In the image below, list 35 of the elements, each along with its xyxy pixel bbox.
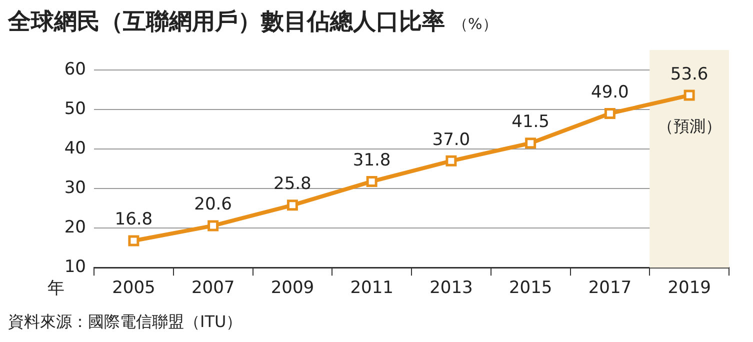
y-tick-label: 20 [64,218,86,238]
x-tick-label: 2005 [112,278,156,298]
point [604,108,616,119]
point [208,220,219,232]
x-tick-label: 2017 [588,278,632,298]
point [684,90,695,101]
point [366,176,378,187]
x-tick-label: 2011 [350,278,394,298]
point [128,235,140,246]
data-label: 25.8 [274,174,312,194]
data-label: 16.8 [114,210,153,230]
x-axis-title: 年 [48,278,64,299]
y-tick-label: 50 [64,98,86,119]
x-tick-label: 2015 [508,278,552,298]
y-tick-label: 30 [64,178,86,198]
y-tick-label: 40 [64,138,86,158]
y-tick-label: 60 [64,59,86,80]
x-tick-label: 2013 [430,278,473,298]
chart-title: 全球網民（互聯網用戶）數目佔總人口比率 [8,9,445,35]
data-label: 49.0 [591,82,629,102]
point [525,138,536,149]
data-label: 41.5 [512,112,550,132]
y-tick-label: 10 [64,257,86,278]
x-tick-label: 2019 [668,278,711,298]
x-tick-label: 2007 [191,278,235,298]
band-label: （預測） [657,116,722,136]
data-label: 53.6 [670,64,708,84]
point [446,155,457,166]
x-tick-label: 2009 [270,278,314,298]
data-label: 20.6 [194,194,232,215]
chart-subtitle: （%） [453,15,498,33]
source-note: 資料來源：國際電信聯盟（ITU） [8,312,242,333]
data-label: 37.0 [432,130,470,150]
point [286,200,298,211]
data-label: 31.8 [352,150,391,170]
